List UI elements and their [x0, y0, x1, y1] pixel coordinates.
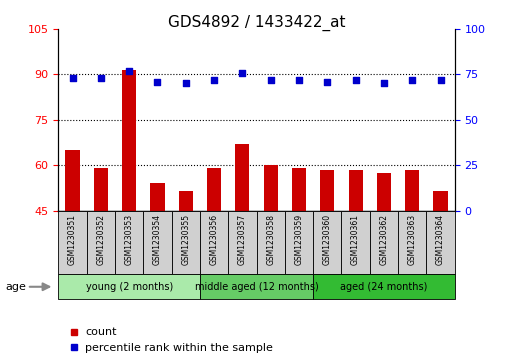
Bar [172, 211, 200, 274]
Legend: count, percentile rank within the sample: count, percentile rank within the sample [64, 323, 277, 358]
Text: GSM1230351: GSM1230351 [68, 214, 77, 265]
Point [182, 81, 190, 86]
Bar [115, 211, 143, 274]
Bar [58, 274, 200, 299]
Bar [257, 211, 285, 274]
Bar [235, 144, 249, 211]
Bar [405, 170, 419, 211]
Text: GSM1230362: GSM1230362 [379, 214, 389, 265]
Text: GSM1230363: GSM1230363 [408, 214, 417, 265]
Text: GSM1230364: GSM1230364 [436, 214, 445, 265]
Bar [433, 191, 448, 211]
Text: GSM1230352: GSM1230352 [97, 214, 105, 265]
Point [97, 75, 105, 81]
Bar [94, 168, 108, 211]
Bar [200, 274, 313, 299]
Point [408, 77, 416, 83]
Text: GSM1230357: GSM1230357 [238, 214, 247, 265]
Text: GSM1230356: GSM1230356 [210, 214, 218, 265]
Text: GSM1230355: GSM1230355 [181, 214, 190, 265]
Bar [66, 150, 80, 211]
Text: GSM1230361: GSM1230361 [351, 214, 360, 265]
Text: aged (24 months): aged (24 months) [340, 282, 428, 292]
Bar [264, 165, 278, 211]
Bar [228, 211, 257, 274]
Bar [398, 211, 426, 274]
Point [125, 68, 133, 74]
Point [153, 79, 162, 85]
Bar [292, 168, 306, 211]
Text: GSM1230358: GSM1230358 [266, 214, 275, 265]
Point [352, 77, 360, 83]
Bar [320, 170, 334, 211]
Bar [370, 211, 398, 274]
Bar [426, 211, 455, 274]
Bar [87, 211, 115, 274]
Bar [150, 183, 165, 211]
Bar [200, 211, 228, 274]
Point [436, 77, 444, 83]
Bar [285, 211, 313, 274]
Point [69, 75, 77, 81]
Point [380, 81, 388, 86]
Bar [58, 211, 87, 274]
Point [295, 77, 303, 83]
Text: GSM1230360: GSM1230360 [323, 214, 332, 265]
Bar [313, 274, 455, 299]
Text: young (2 months): young (2 months) [85, 282, 173, 292]
Bar [143, 211, 172, 274]
Text: GSM1230354: GSM1230354 [153, 214, 162, 265]
Bar [313, 211, 341, 274]
Bar [348, 170, 363, 211]
Point [323, 79, 331, 85]
Text: age: age [5, 282, 26, 292]
Text: GSM1230353: GSM1230353 [124, 214, 134, 265]
Text: GSM1230359: GSM1230359 [295, 214, 303, 265]
Point [238, 70, 246, 76]
Point [210, 77, 218, 83]
Bar [179, 191, 193, 211]
Bar [377, 173, 391, 211]
Text: GDS4892 / 1433422_at: GDS4892 / 1433422_at [168, 15, 345, 31]
Bar [341, 211, 370, 274]
Bar [207, 168, 221, 211]
Text: middle aged (12 months): middle aged (12 months) [195, 282, 319, 292]
Point [267, 77, 275, 83]
Bar [122, 70, 136, 211]
